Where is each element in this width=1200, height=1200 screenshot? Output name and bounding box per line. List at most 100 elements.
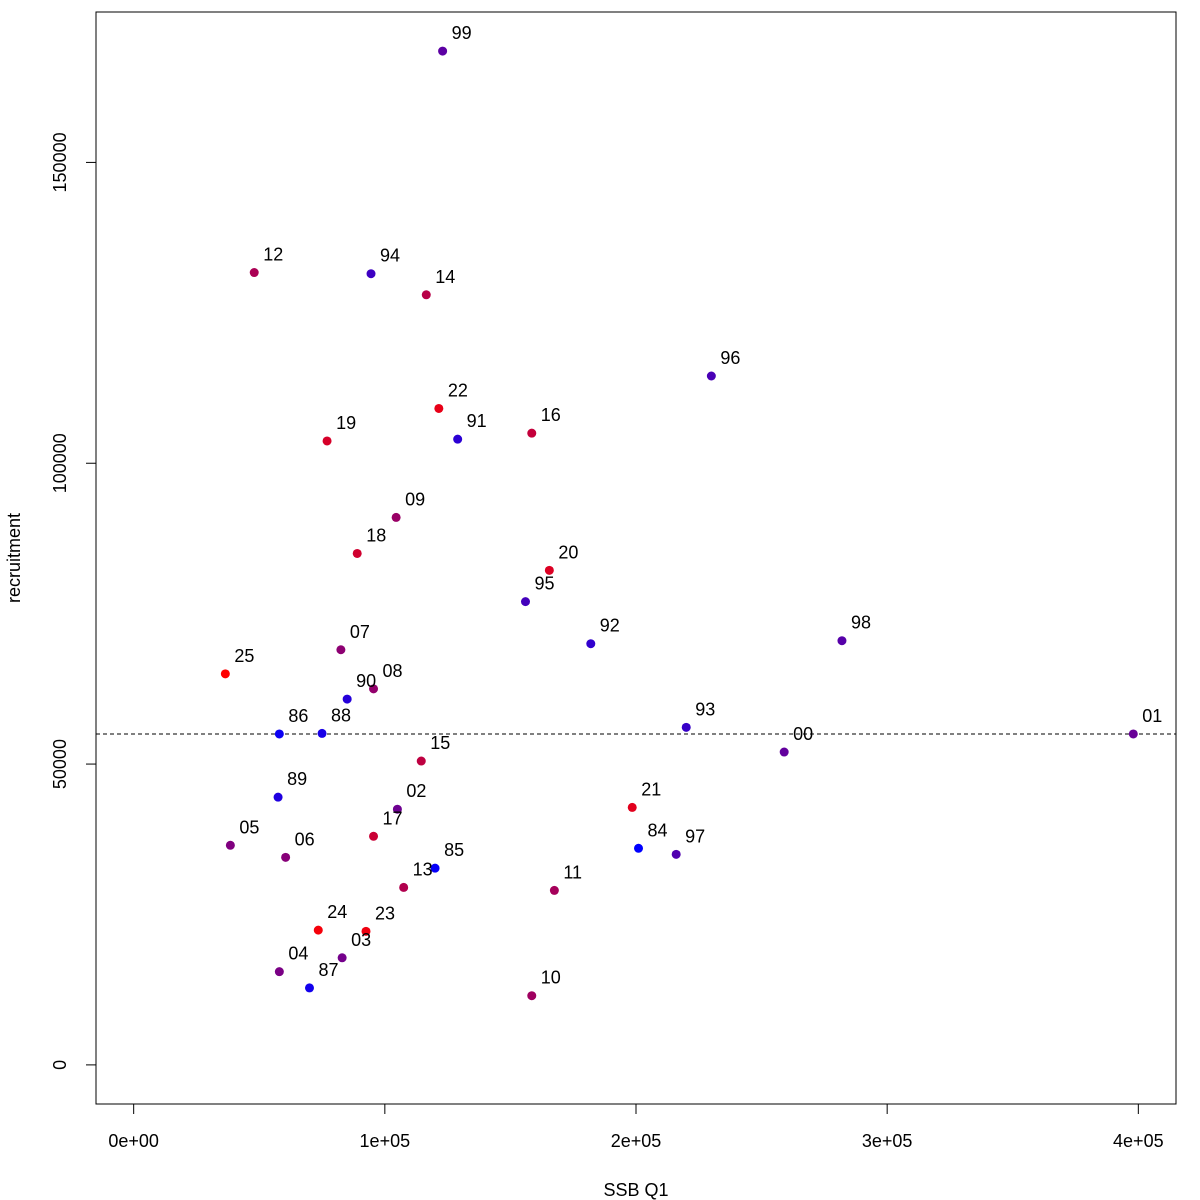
point-label: 01 (1142, 706, 1162, 726)
point-label: 04 (288, 944, 308, 964)
data-point (1128, 729, 1138, 739)
data-point (399, 882, 409, 892)
data-point (337, 953, 347, 963)
point-label: 11 (563, 862, 582, 882)
data-point (453, 434, 463, 444)
point-label: 24 (327, 902, 347, 922)
data-point (421, 290, 431, 300)
data-point (273, 792, 283, 802)
data-point (549, 885, 559, 895)
point-label: 89 (287, 769, 307, 789)
plot-frame (95, 11, 1177, 1105)
point-label: 96 (720, 348, 740, 368)
x-axis: 0e+00 1e+05 2e+05 3e+05 4e+05 (108, 1103, 1164, 1151)
data-point (352, 548, 362, 558)
y-tick-label: 100000 (50, 433, 70, 493)
data-point (627, 802, 637, 812)
point-label: 84 (648, 820, 668, 840)
point-label: 19 (336, 413, 356, 433)
data-point (342, 694, 352, 704)
point-label: 17 (383, 808, 403, 828)
data-point (322, 436, 332, 446)
point-label: 86 (288, 706, 308, 726)
point-label: 06 (295, 829, 315, 849)
data-point (520, 597, 530, 607)
x-tick-label: 2e+05 (611, 1131, 662, 1151)
point-label: 97 (685, 826, 705, 846)
data-point (586, 639, 596, 649)
y-tick-label: 150000 (50, 132, 70, 192)
point-label: 91 (467, 411, 487, 431)
x-tick-label: 1e+05 (360, 1131, 411, 1151)
point-label: 23 (375, 903, 395, 923)
x-tick-label: 0e+00 (108, 1131, 159, 1151)
data-point (366, 269, 376, 279)
data-point (634, 843, 644, 853)
data-point (274, 729, 284, 739)
point-label: 13 (413, 859, 433, 879)
y-axis: 0 50000 100000 150000 (50, 132, 97, 1070)
point-label: 03 (351, 930, 371, 950)
data-point (281, 852, 291, 862)
point-label: 20 (558, 542, 578, 562)
data-point (317, 728, 327, 738)
point-label: 07 (350, 622, 370, 642)
data-point (304, 983, 314, 993)
data-point (361, 926, 371, 936)
point-label: 18 (366, 525, 386, 545)
point-label: 00 (793, 724, 813, 744)
point-label: 12 (263, 245, 283, 265)
data-point (837, 636, 847, 646)
data-point (369, 831, 379, 841)
data-point (392, 804, 402, 814)
points-layer (220, 46, 1138, 1001)
point-label: 85 (444, 840, 464, 860)
point-label: 88 (331, 705, 351, 725)
data-point (416, 756, 426, 766)
y-tick-label: 0 (50, 1060, 70, 1070)
data-point (706, 371, 716, 381)
point-label: 98 (851, 613, 871, 633)
point-label: 90 (356, 671, 376, 691)
data-point (220, 669, 230, 679)
data-point (779, 747, 789, 757)
data-point (313, 925, 323, 935)
point-label: 09 (405, 489, 425, 509)
point-label: 22 (448, 380, 468, 400)
data-point (544, 565, 554, 575)
y-tick-label: 50000 (50, 739, 70, 789)
data-point (681, 722, 691, 732)
data-point (438, 46, 448, 56)
data-point (391, 512, 401, 522)
data-point (434, 403, 444, 413)
point-label: 95 (534, 574, 554, 594)
data-point (249, 268, 259, 278)
x-axis-title: SSB Q1 (603, 1180, 668, 1200)
data-point (527, 991, 537, 1001)
y-axis-title: recruitment (4, 513, 24, 603)
point-label: 16 (541, 405, 561, 425)
x-tick-label: 3e+05 (862, 1131, 913, 1151)
point-label: 94 (380, 246, 400, 266)
point-label: 25 (234, 646, 254, 666)
data-point (369, 684, 379, 694)
point-labels-layer: 84 85 86 87 88 89 90 91 92 93 94 95 96 97 98 99 00 01 02 03… (234, 23, 1162, 988)
data-point (225, 840, 235, 850)
point-label: 05 (239, 817, 259, 837)
point-label: 15 (430, 733, 450, 753)
point-label: 02 (406, 781, 426, 801)
point-label: 14 (435, 267, 455, 287)
point-label: 92 (600, 616, 620, 636)
point-label: 93 (695, 699, 715, 719)
data-point (527, 428, 537, 438)
point-label: 99 (452, 23, 472, 43)
data-point (430, 863, 440, 873)
point-label: 87 (318, 960, 338, 980)
point-label: 10 (541, 968, 561, 988)
data-point (336, 645, 346, 655)
data-point (274, 967, 284, 977)
data-point (671, 849, 681, 859)
point-label: 21 (641, 779, 661, 799)
point-label: 08 (383, 661, 403, 681)
